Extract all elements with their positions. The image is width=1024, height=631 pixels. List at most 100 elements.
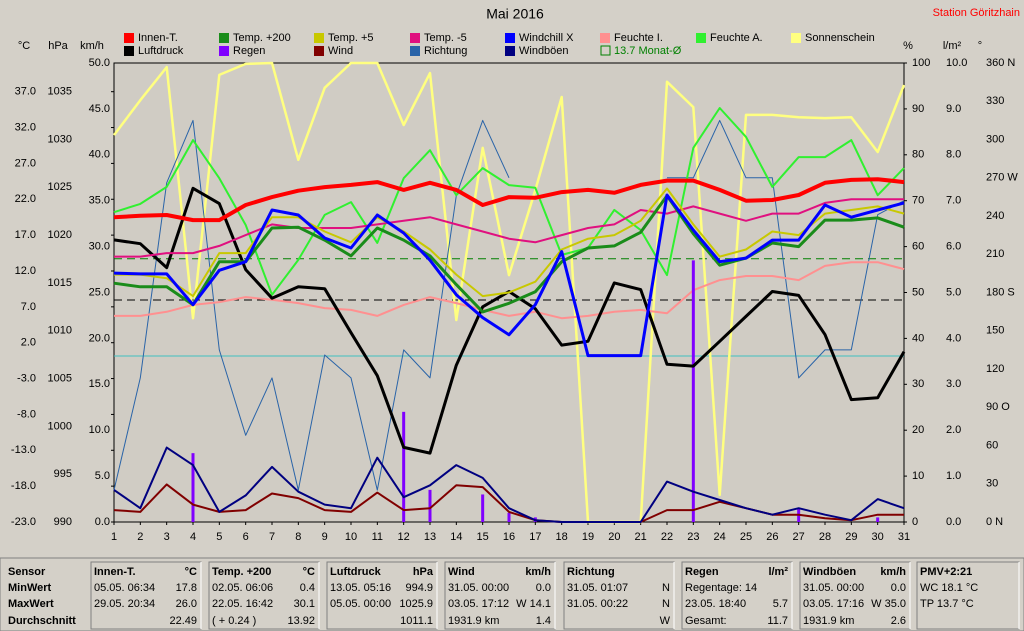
panel-title: Luftdruck <box>330 566 382 578</box>
y-tick-label: 1010 <box>48 325 72 337</box>
y-tick-label: 30.0 <box>89 241 110 253</box>
rain-bar <box>481 494 485 522</box>
legend-swatch <box>600 33 610 43</box>
cell-left: 31.05. 00:00 <box>803 582 864 594</box>
x-tick-label: 18 <box>556 531 568 543</box>
station-name: Station Göritzhain <box>933 7 1020 19</box>
legend-swatch <box>124 46 134 56</box>
y-tick-label: -13.0 <box>11 444 36 456</box>
y-tick-label: 37.0 <box>15 86 36 98</box>
legend-label: Windchill X <box>519 32 574 44</box>
x-tick-label: 25 <box>740 531 752 543</box>
y-tick-label: 330 <box>986 95 1004 107</box>
y-tick-label: 60 <box>986 439 998 451</box>
legend-label: Windböen <box>519 45 569 57</box>
legend-label: Temp. -5 <box>424 32 467 44</box>
legend-label: 13.7 Monat-Ø <box>614 45 682 57</box>
legend-label: Luftdruck <box>138 45 184 57</box>
panel-unit: l/m² <box>768 566 788 578</box>
series-line <box>113 61 906 524</box>
y-tick-label: 100 <box>912 57 930 69</box>
cell-left: 05.05. 00:00 <box>330 598 391 610</box>
y-tick-label: 90 O <box>986 401 1010 413</box>
panel-title: Richtung <box>567 566 615 578</box>
x-tick-label: 14 <box>450 531 462 543</box>
cell-left: 22.05. 16:42 <box>212 598 273 610</box>
series-line <box>113 446 905 523</box>
panel-title: Wind <box>448 566 475 578</box>
cell-right: 1011.1 <box>400 615 433 627</box>
legend-swatch <box>791 33 801 43</box>
x-tick-label: 22 <box>661 531 673 543</box>
panel-unit: °C <box>303 566 315 578</box>
x-tick-label: 19 <box>582 531 594 543</box>
y-tick-label: 0.0 <box>946 516 961 528</box>
cell-right: N <box>662 598 670 610</box>
legend-label: Wind <box>328 45 353 57</box>
x-tick-label: 11 <box>372 531 383 543</box>
y-tick-label: 0 <box>912 516 918 528</box>
x-tick-label: 1 <box>111 531 117 543</box>
cell-left: 1931.9 km <box>448 615 499 627</box>
series-line <box>113 193 905 358</box>
y-tick-label: -18.0 <box>11 480 36 492</box>
panel-title: PMV+2:21 <box>920 566 972 578</box>
cell-left: Gesamt: <box>685 615 727 627</box>
cell-left: 31.05. 00:00 <box>448 582 509 594</box>
cell-right: 30.1 <box>294 598 315 610</box>
y-tick-label: 25.0 <box>89 286 110 298</box>
x-tick-label: 16 <box>503 531 515 543</box>
legend-swatch <box>219 33 229 43</box>
x-tick-label: 13 <box>424 531 436 543</box>
legend-swatch <box>314 33 324 43</box>
y-tick-label: 2.0 <box>21 337 36 349</box>
y-tick-label: 120 <box>986 363 1004 375</box>
x-tick-label: 2 <box>137 531 143 543</box>
row-label: Durchschnitt <box>8 615 76 627</box>
x-tick-label: 12 <box>398 531 410 543</box>
cell-right: 13.92 <box>287 615 315 627</box>
y-tick-label: 10 <box>912 470 924 482</box>
cell-right: W <box>660 615 671 627</box>
x-tick-label: 8 <box>295 531 301 543</box>
panel-title: Regen <box>685 566 719 578</box>
y-tick-label: 15.0 <box>89 378 110 390</box>
x-tick-label: 3 <box>164 531 170 543</box>
cell-left: 31.05. 01:07 <box>567 582 628 594</box>
y-tick-label: -8.0 <box>17 408 36 420</box>
cell-left: 05.05. 06:34 <box>94 582 155 594</box>
cell-right: 2.6 <box>891 615 906 627</box>
axis-unit: ° <box>978 40 982 52</box>
legend-label: Temp. +5 <box>328 32 374 44</box>
y-tick-label: 30 <box>912 378 924 390</box>
panel-title: Innen-T. <box>94 566 136 578</box>
rain-bar <box>691 260 695 522</box>
cell-right: 0.0 <box>891 582 906 594</box>
x-tick-label: 9 <box>322 531 328 543</box>
y-tick-label: 7.0 <box>946 195 961 207</box>
x-tick-label: 29 <box>845 531 857 543</box>
x-tick-label: 23 <box>687 531 699 543</box>
y-tick-label: 180 S <box>986 286 1015 298</box>
y-tick-label: 0 N <box>986 516 1003 528</box>
y-tick-label: 32.0 <box>15 121 36 133</box>
rain-bar <box>191 453 195 522</box>
cell-right: 0.0 <box>536 582 551 594</box>
y-tick-label: 50 <box>912 286 924 298</box>
x-tick-label: 26 <box>766 531 778 543</box>
x-tick-label: 17 <box>529 531 541 543</box>
legend-label: Feuchte A. <box>710 32 763 44</box>
series-line <box>114 261 905 320</box>
cell-right: W 14.1 <box>516 598 551 610</box>
y-tick-label: 1.0 <box>946 470 961 482</box>
cell-left: TP 13.7 °C <box>920 598 974 610</box>
x-tick-label: 5 <box>216 531 222 543</box>
legend-swatch <box>696 33 706 43</box>
y-tick-label: 27.0 <box>15 157 36 169</box>
y-tick-label: 210 <box>986 248 1004 260</box>
stats-area <box>0 557 1024 631</box>
y-tick-label: 240 <box>986 210 1004 222</box>
legend-label: Temp. +200 <box>233 32 291 44</box>
y-tick-label: 30 <box>986 478 998 490</box>
